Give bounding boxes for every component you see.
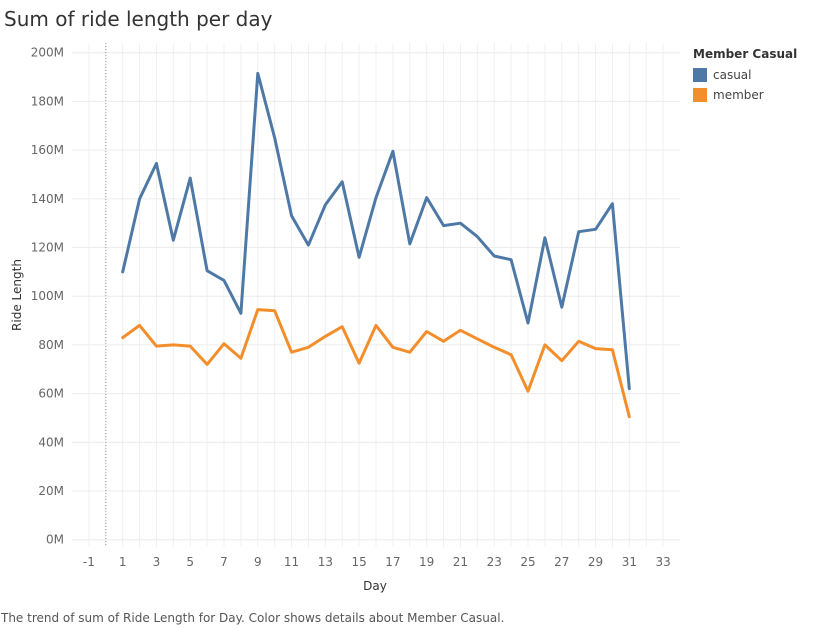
legend-label: casual [713, 68, 752, 82]
y-tick-label: 140M [31, 192, 64, 206]
y-tick-label: 0M [46, 533, 64, 547]
series-line-member[interactable] [121, 308, 631, 419]
y-tick-label: 160M [31, 143, 64, 157]
x-tick-label: 5 [186, 555, 194, 569]
y-axis-label: Ride Length [10, 259, 24, 331]
y-tick-label: 40M [38, 435, 64, 449]
grid [72, 43, 680, 547]
legend-title: Member Casual [693, 47, 798, 61]
x-tick-label: 11 [284, 555, 299, 569]
x-tick-label: 29 [588, 555, 603, 569]
x-tick-label: 21 [453, 555, 468, 569]
chart-title: Sum of ride length per day [4, 7, 273, 31]
legend-item-casual[interactable]: casual [693, 65, 797, 85]
x-tick-label: 13 [318, 555, 333, 569]
x-axis-ticks: -1 1 3 5 7 9 11 13 15 17 19 21 23 25 27 29 31 33 [83, 555, 671, 569]
x-tick-label: 33 [655, 555, 670, 569]
x-tick-label: 1 [119, 555, 127, 569]
series-line-casual[interactable] [121, 71, 631, 391]
legend-swatch [693, 68, 707, 82]
y-tick-label: 180M [31, 94, 64, 108]
y-tick-label: 100M [31, 289, 64, 303]
legend: Member Casual casual member [693, 47, 797, 105]
legend-swatch [693, 88, 707, 102]
y-axis-ticks: 0M 20M 40M 60M 80M 100M 120M 140M 160M 180M 200M [31, 46, 64, 547]
x-tick-label: 15 [351, 555, 366, 569]
x-tick-label: 25 [520, 555, 535, 569]
legend-label: member [713, 88, 764, 102]
x-tick-label: -1 [83, 555, 95, 569]
legend-item-member[interactable]: member [693, 85, 797, 105]
x-tick-label: 9 [254, 555, 262, 569]
x-axis-label: Day [363, 579, 387, 593]
x-tick-label: 31 [622, 555, 637, 569]
x-tick-label: 17 [385, 555, 400, 569]
chart-caption: The trend of sum of Ride Length for Day.… [1, 611, 505, 625]
x-tick-label: 19 [419, 555, 434, 569]
y-tick-label: 80M [38, 338, 64, 352]
x-tick-label: 3 [153, 555, 161, 569]
x-tick-label: 7 [220, 555, 228, 569]
series-lines [121, 71, 631, 419]
y-tick-label: 20M [38, 484, 64, 498]
y-tick-label: 120M [31, 241, 64, 255]
y-tick-label: 200M [31, 46, 64, 60]
x-tick-label: 23 [487, 555, 502, 569]
x-tick-label: 27 [554, 555, 569, 569]
y-tick-label: 60M [38, 387, 64, 401]
